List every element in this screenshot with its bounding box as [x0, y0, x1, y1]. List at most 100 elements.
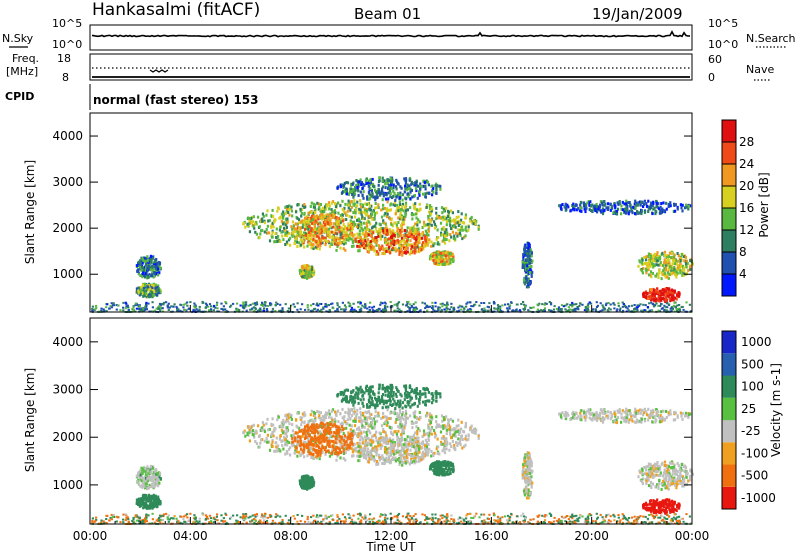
- power-cell: [395, 303, 398, 306]
- power-cell: [523, 252, 526, 256]
- power-cell: [353, 192, 357, 196]
- velocity-cell: [100, 519, 103, 522]
- power-cell: [453, 219, 456, 223]
- velocity-cell: [594, 521, 597, 524]
- power-cell: [669, 299, 672, 303]
- power-cell: [624, 202, 627, 206]
- power-cell: [406, 192, 409, 196]
- power-cell: [443, 209, 446, 213]
- velocity-cell: [232, 514, 235, 517]
- power-cell: [284, 303, 287, 306]
- power-cell: [370, 178, 373, 182]
- power-cell: [521, 263, 524, 267]
- velocity-cell: [193, 517, 196, 520]
- power-cell: [408, 187, 411, 190]
- power-cell: [424, 229, 427, 233]
- power-cell: [284, 231, 287, 235]
- power-cell: [439, 221, 443, 225]
- velocity-cell: [348, 514, 351, 517]
- power-cell: [376, 205, 379, 209]
- power-cell: [242, 222, 245, 226]
- power-cell: [310, 309, 313, 312]
- power-cell: [445, 309, 448, 312]
- power-cell: [341, 207, 344, 211]
- velocity-cell: [251, 514, 254, 517]
- power-cell: [150, 259, 153, 263]
- power-cell: [335, 220, 338, 224]
- power-cell: [336, 302, 339, 305]
- power-cell: [553, 305, 556, 308]
- power-cell: [323, 230, 326, 234]
- power-cell: [339, 183, 342, 187]
- power-cell: [449, 253, 452, 257]
- power-cell: [432, 308, 435, 311]
- power-cell: [426, 238, 429, 242]
- power-cell: [325, 227, 328, 231]
- power-cell: [390, 217, 393, 221]
- power-cell: [352, 191, 355, 195]
- power-cell: [616, 201, 619, 205]
- power-cell: [578, 209, 582, 213]
- power-cell: [387, 197, 390, 201]
- power-cell: [364, 303, 367, 306]
- power-cell: [407, 195, 410, 199]
- power-cell: [657, 263, 660, 267]
- power-cell: [382, 229, 385, 233]
- power-cell: [616, 308, 619, 311]
- power-cell: [653, 254, 656, 258]
- power-cell: [265, 213, 268, 217]
- power-cell: [522, 303, 526, 306]
- power-cell: [331, 238, 334, 242]
- power-cell: [615, 210, 618, 213]
- power-cell: [628, 201, 631, 204]
- power-cell: [353, 204, 356, 207]
- power-cell: [403, 205, 407, 209]
- power-cell: [148, 267, 151, 271]
- power-cell: [410, 305, 413, 307]
- power-cell: [342, 308, 345, 311]
- power-cell: [650, 201, 653, 205]
- power-cell: [156, 293, 159, 297]
- power-cell: [152, 256, 155, 260]
- power-cell: [528, 258, 532, 262]
- velocity-cell: [296, 520, 299, 523]
- nave-tick-bottom: 0: [708, 71, 715, 84]
- power-cell: [356, 200, 359, 204]
- power-cell: [367, 190, 370, 194]
- power-cell: [446, 254, 449, 258]
- power-cell: [330, 242, 333, 246]
- power-cell: [477, 226, 480, 230]
- power-cell: [474, 222, 477, 226]
- power-cell: [295, 237, 298, 241]
- velocity-heatmap: [91, 383, 694, 525]
- power-cell: [396, 248, 399, 252]
- power-cell: [365, 244, 368, 247]
- power-cell: [478, 304, 481, 307]
- power-cell: [337, 211, 340, 215]
- power-cell: [361, 182, 365, 186]
- power-cell: [303, 264, 307, 268]
- power-cell: [369, 222, 372, 226]
- velocity-cell: [495, 519, 498, 522]
- power-cell: [463, 235, 466, 239]
- power-cell: [172, 305, 175, 308]
- power-cell: [384, 302, 387, 305]
- velocity-cell: [590, 514, 593, 517]
- power-cell: [437, 253, 440, 257]
- velocity-cell: [208, 514, 212, 517]
- velocity-cell: [493, 522, 496, 525]
- power-cell: [304, 308, 307, 311]
- power-cell: [545, 302, 548, 305]
- power-cell: [448, 239, 451, 243]
- power-cell: [609, 203, 612, 206]
- power-cell: [359, 241, 362, 245]
- power-cell: [689, 267, 692, 271]
- power-cell: [154, 265, 157, 269]
- power-cell: [143, 283, 146, 286]
- power-cell: [665, 268, 668, 272]
- power-cell: [340, 232, 343, 235]
- power-cell: [641, 309, 644, 312]
- velocity-cell: [408, 521, 411, 524]
- power-cell: [363, 183, 366, 187]
- velocity-cell: [609, 520, 612, 523]
